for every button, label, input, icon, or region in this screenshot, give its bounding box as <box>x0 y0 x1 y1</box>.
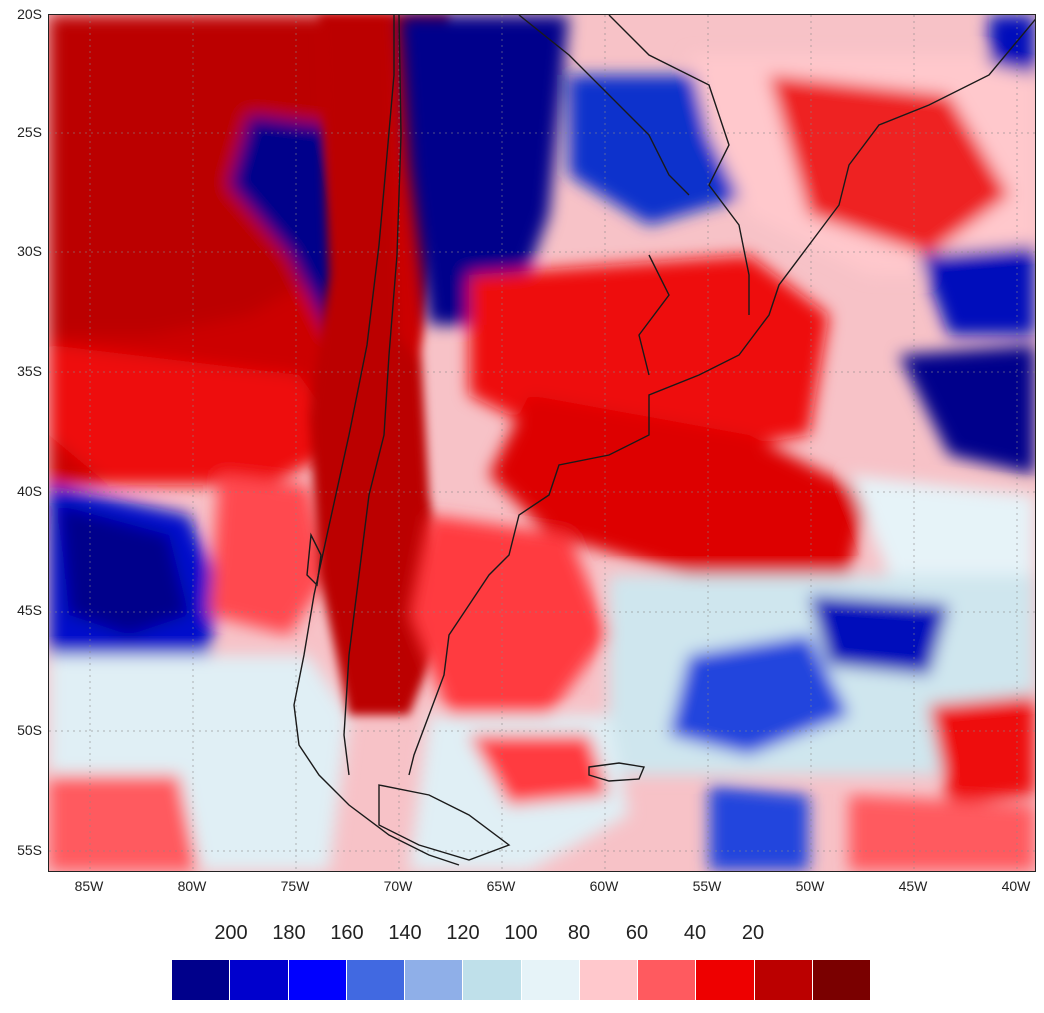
falkland-islands <box>588 762 645 782</box>
legend-values: 200 180 160 140 120 100 80 60 40 20 <box>172 922 872 948</box>
legend-swatch-2 <box>288 960 347 1000</box>
legend-value-100: 100 <box>504 922 538 944</box>
lon-label-60w: 60W <box>589 878 619 894</box>
lon-label-85w: 85W <box>74 878 104 894</box>
legend-value-140: 140 <box>388 922 422 944</box>
legend-value-160: 160 <box>330 922 364 944</box>
legend-swatch-4 <box>405 960 464 1000</box>
lat-label-25s: 25S <box>17 124 42 140</box>
border-andes <box>343 15 402 776</box>
lon-label-50w: 50W <box>795 878 825 894</box>
lat-label-40s: 40S <box>17 483 42 499</box>
legend-value-20: 20 <box>741 922 765 944</box>
legend-swatch-11 <box>812 960 870 1000</box>
river-plata <box>638 254 670 376</box>
lon-label-70w: 70W <box>383 878 413 894</box>
lat-label-50s: 50S <box>17 722 42 738</box>
gridlines <box>49 15 1035 871</box>
legend-value-120: 120 <box>446 922 480 944</box>
coastline-east <box>408 18 1035 776</box>
legend-swatch-7 <box>579 960 638 1000</box>
border-brazil <box>608 15 750 315</box>
legend-value-60: 60 <box>625 922 649 944</box>
border-paraguay <box>518 15 690 196</box>
legend-value-200: 200 <box>214 922 248 944</box>
coastline-west <box>293 15 460 866</box>
legend-value-80: 80 <box>567 922 591 944</box>
lat-label-35s: 35S <box>17 363 42 379</box>
lat-label-55s: 55S <box>17 842 42 858</box>
legend-swatch-5 <box>463 960 522 1000</box>
lon-label-55w: 55W <box>692 878 722 894</box>
legend-swatch-3 <box>346 960 405 1000</box>
lon-label-75w: 75W <box>280 878 310 894</box>
legend-swatch-1 <box>230 960 289 1000</box>
lon-label-45w: 45W <box>898 878 928 894</box>
legend-swatch-8 <box>638 960 697 1000</box>
lon-label-65w: 65W <box>486 878 516 894</box>
coastlines <box>293 15 1035 866</box>
field-pacific <box>49 15 399 871</box>
lat-label-30s: 30S <box>17 243 42 259</box>
chiloe <box>306 532 322 587</box>
map-panel[interactable] <box>48 14 1036 872</box>
legend-value-40: 40 <box>683 922 707 944</box>
lat-label-45s: 45S <box>17 602 42 618</box>
legend-swatch-0 <box>172 960 231 1000</box>
legend-swatch-10 <box>754 960 813 1000</box>
legend-swatch-9 <box>696 960 755 1000</box>
legend-value-180: 180 <box>272 922 306 944</box>
legend-color-bar <box>172 960 870 1000</box>
tierra-del-fuego <box>378 784 511 861</box>
precipitation-anomaly-map <box>49 15 1035 871</box>
lon-label-80w: 80W <box>177 878 207 894</box>
field-atlantic <box>399 15 1035 871</box>
lat-label-20s: 20S <box>17 6 42 22</box>
legend-swatch-6 <box>521 960 580 1000</box>
lon-label-40w: 40W <box>1001 878 1031 894</box>
